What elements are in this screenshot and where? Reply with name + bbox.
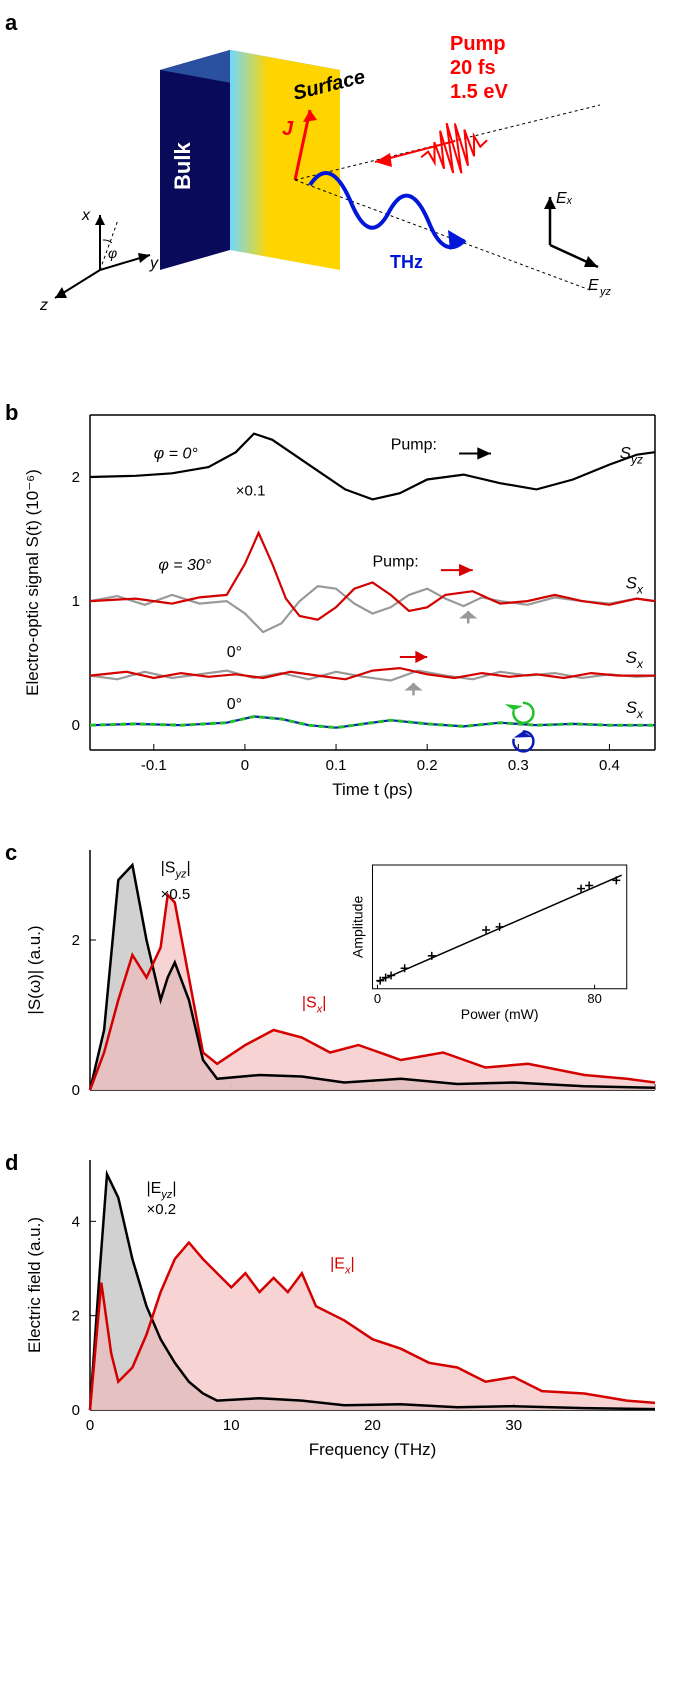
panel-c-label: c <box>5 840 17 866</box>
svg-text:0.1: 0.1 <box>326 757 347 774</box>
svg-text:1: 1 <box>72 593 80 610</box>
svg-text:2: 2 <box>72 469 80 486</box>
panel-b-label: b <box>5 400 18 426</box>
svg-text:0°: 0° <box>227 696 242 713</box>
panel-d-chart: 0 10 20 30 0 2 4 Frequency (THz) Electric field … <box>20 1150 665 1470</box>
panel-a: a Bulk Surface J <box>20 10 665 380</box>
svg-text:Eₓ: Eₓ <box>556 190 573 207</box>
j-label: J <box>282 118 294 140</box>
panel-a-diagram: Bulk Surface J Pump 20 fs 1.5 eV THz x <box>20 10 665 370</box>
svg-text:|Eyz|: |Eyz| <box>147 1180 177 1201</box>
svg-text:2: 2 <box>72 932 80 949</box>
svg-text:Sx: Sx <box>626 648 644 671</box>
svg-text:x: x <box>81 207 91 224</box>
svg-text:φ = 0°: φ = 0° <box>154 445 199 462</box>
svg-text:0: 0 <box>72 1402 80 1419</box>
pump-line-1: Pump <box>450 33 506 55</box>
panel-b: b -0.100.10.20.30.4012Time t (ps)Electro… <box>20 400 665 820</box>
svg-text:0.3: 0.3 <box>508 757 529 774</box>
svg-text:y: y <box>149 255 159 272</box>
svg-text:×0.1: ×0.1 <box>236 483 266 500</box>
panel-c-chart: 0 2 |S(ω)| (a.u.) |Syz| ×0.5 |Sx| 0 80 Power (mW… <box>20 840 665 1120</box>
svg-text:E: E <box>588 277 599 294</box>
svg-text:|Syz|: |Syz| <box>161 860 191 881</box>
pump-line-2: 20 fs <box>450 57 496 79</box>
pump-pulse <box>375 116 493 181</box>
svg-text:0: 0 <box>241 757 249 774</box>
pump-line-3: 1.5 eV <box>450 81 508 103</box>
svg-text:Electro-optic signal S(t) (10⁻: Electro-optic signal S(t) (10⁻⁶) <box>23 469 42 696</box>
panel-c: c 02|S(ω)| (a.u.)|Syz|×0.5|Sx|080Power (… <box>20 840 665 1130</box>
svg-text:80: 80 <box>587 991 601 1006</box>
thz-label: THz <box>390 252 423 272</box>
svg-text:Syz: Syz <box>620 443 643 466</box>
svg-text:Pump:: Pump: <box>391 437 437 454</box>
svg-text:×0.5: ×0.5 <box>161 886 191 903</box>
svg-text:30: 30 <box>505 1417 522 1434</box>
svg-text:0: 0 <box>86 1417 94 1434</box>
svg-text:0: 0 <box>72 1082 80 1099</box>
svg-text:Amplitude: Amplitude <box>350 896 366 958</box>
svg-text:20: 20 <box>364 1417 381 1434</box>
panel-a-label: a <box>5 10 17 36</box>
svg-text:2: 2 <box>72 1308 80 1325</box>
svg-text:4: 4 <box>72 1213 80 1230</box>
svg-text:0.4: 0.4 <box>599 757 620 774</box>
svg-text:Time t (ps): Time t (ps) <box>332 780 413 799</box>
svg-text:0.2: 0.2 <box>417 757 438 774</box>
panel-d: d 0102030024Frequency (THz)Electric fiel… <box>20 1150 665 1480</box>
e-axes: Eₓ E yz <box>544 190 612 298</box>
coord-axes: x y z φ <box>39 207 159 314</box>
panel-d-label: d <box>5 1150 18 1176</box>
svg-text:Sx: Sx <box>626 574 644 597</box>
svg-text:×0.2: ×0.2 <box>147 1201 177 1218</box>
svg-text:Pump:: Pump: <box>373 553 419 570</box>
svg-text:Power (mW): Power (mW) <box>461 1006 539 1022</box>
svg-text:Electric field (a.u.): Electric field (a.u.) <box>25 1217 44 1353</box>
svg-text:|Ex|: |Ex| <box>330 1255 354 1276</box>
svg-text:0: 0 <box>72 717 80 734</box>
panel-b-chart: -0.1 0 0.1 0.2 0.3 0.4 0 1 2 Time t (ps) Electro-o… <box>20 400 665 810</box>
svg-text:-0.1: -0.1 <box>141 757 167 774</box>
svg-text:φ: φ <box>108 245 117 261</box>
svg-text:Frequency (THz): Frequency (THz) <box>309 1440 437 1459</box>
svg-text:|S(ω)| (a.u.): |S(ω)| (a.u.) <box>25 925 44 1014</box>
svg-text:0°: 0° <box>227 644 242 661</box>
svg-text:0: 0 <box>374 991 381 1006</box>
bulk-text: Bulk <box>170 142 195 190</box>
svg-text:Sx: Sx <box>626 698 644 721</box>
svg-text:10: 10 <box>223 1417 240 1434</box>
svg-text:|Sx|: |Sx| <box>302 995 326 1016</box>
svg-text:yz: yz <box>599 286 612 298</box>
svg-text:z: z <box>39 297 48 314</box>
svg-text:φ = 30°: φ = 30° <box>158 557 211 574</box>
